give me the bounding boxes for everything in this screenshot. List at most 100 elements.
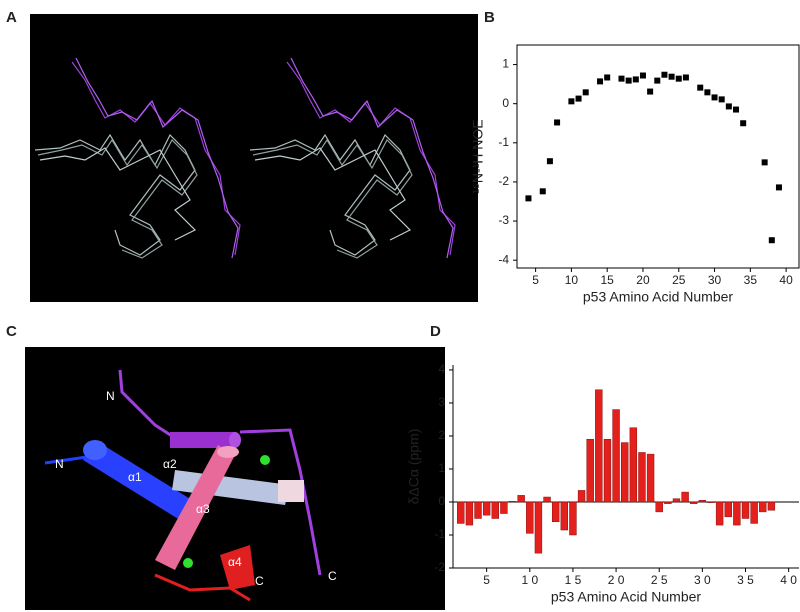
y-tick-label: -1 [498, 135, 509, 149]
point [647, 88, 654, 95]
bar [508, 501, 517, 503]
point [704, 89, 711, 96]
structure-label: α3 [196, 502, 210, 516]
bar [534, 501, 543, 554]
bar [457, 501, 465, 524]
x-tick-label: 10 [565, 273, 579, 287]
bar [595, 389, 603, 503]
x-tick-label: 2 5 [651, 573, 668, 587]
point [775, 184, 782, 191]
bar [551, 501, 560, 523]
point [697, 84, 704, 91]
bar [715, 501, 724, 526]
point [675, 75, 682, 82]
y-tick-label: 0 [502, 96, 509, 110]
bar [629, 427, 638, 503]
y-tick-label: 3 [438, 395, 445, 409]
x-axis-label: p53 Amino Acid Number [583, 289, 734, 305]
x-tick-label: 15 [601, 273, 615, 287]
point [604, 74, 611, 81]
bar [577, 490, 586, 503]
structure-label: C [255, 574, 264, 588]
x-tick-label: 20 [636, 273, 650, 287]
point [597, 78, 604, 85]
x-tick-label: 30 [708, 273, 722, 287]
x-tick-label: 40 [779, 273, 793, 287]
structure-label: N [106, 389, 115, 403]
point [682, 74, 689, 81]
x-tick-label: 35 [744, 273, 758, 287]
panel-label: B [484, 9, 495, 26]
point [525, 195, 532, 202]
x-tick-label: 3 0 [694, 573, 711, 587]
bar [733, 501, 741, 526]
point [618, 75, 625, 82]
y-tick-label: -2 [498, 174, 509, 188]
bar [465, 501, 474, 526]
y-tick-label: -1 [434, 527, 445, 541]
x-tick-label: 1 5 [565, 573, 582, 587]
bar [491, 501, 499, 519]
point [733, 106, 740, 113]
bar [560, 501, 569, 531]
point [725, 103, 732, 110]
y-tick-label: -2 [434, 560, 445, 574]
point [711, 94, 718, 101]
point [661, 71, 668, 78]
y-tick-label: 0 [438, 494, 445, 508]
y-tick-label: -4 [498, 252, 509, 266]
bar [707, 501, 715, 503]
y-tick-label: -3 [498, 213, 509, 227]
bar [482, 501, 491, 516]
structure-label: C [328, 569, 337, 583]
point [582, 89, 589, 96]
bar [569, 501, 577, 536]
x-tick-label: 5 [532, 273, 539, 287]
bar [500, 501, 508, 514]
structure-label: α1 [128, 470, 142, 484]
bar [526, 501, 534, 534]
x-tick-label: 1 0 [521, 573, 538, 587]
y-tick-label: 4 [438, 362, 445, 376]
point [632, 76, 639, 83]
bar [724, 501, 732, 518]
point [554, 119, 561, 126]
panel-label: A [6, 9, 17, 26]
bar [664, 501, 672, 504]
plot-frame [516, 44, 800, 269]
x-tick-label: 5 [483, 573, 490, 587]
point [740, 120, 747, 127]
bar [638, 452, 646, 503]
point [768, 237, 775, 244]
bar [767, 501, 776, 511]
x-tick-label: 3 5 [737, 573, 754, 587]
bar [621, 442, 629, 503]
bar [646, 453, 655, 503]
bar [543, 496, 551, 503]
y-tick-label: 2 [438, 428, 445, 442]
bar [586, 439, 594, 503]
point [718, 96, 725, 103]
structure-image-a [30, 14, 478, 302]
point [539, 188, 546, 195]
structure-label: α4 [228, 555, 242, 569]
panel-label: C [6, 323, 17, 340]
y-tick-label: 1 [438, 461, 445, 475]
structure-image-c [25, 347, 445, 610]
point [639, 72, 646, 79]
bar [690, 501, 698, 504]
bar [672, 498, 681, 503]
x-tick-label: 2 0 [608, 573, 625, 587]
bar [517, 495, 525, 503]
y-axis-label: ¹⁵N-¹H NOE [470, 119, 486, 193]
bar [603, 439, 612, 503]
structure-label: α2 [163, 457, 177, 471]
x-axis-label: p53 Amino Acid Number [551, 589, 702, 605]
point [568, 98, 575, 105]
y-axis-label: δΔCα (ppm) [406, 429, 422, 505]
point [654, 77, 661, 84]
bar [474, 501, 482, 519]
point [761, 159, 768, 166]
